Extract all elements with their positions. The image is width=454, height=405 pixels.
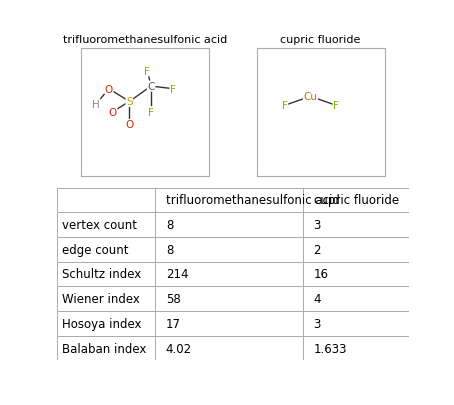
FancyBboxPatch shape — [155, 262, 303, 287]
Text: 16: 16 — [314, 268, 329, 281]
Text: 3: 3 — [314, 317, 321, 330]
FancyBboxPatch shape — [155, 237, 303, 262]
Text: 17: 17 — [166, 317, 181, 330]
Text: 3: 3 — [314, 219, 321, 232]
Text: 58: 58 — [166, 292, 181, 305]
Text: 2: 2 — [314, 243, 321, 256]
FancyBboxPatch shape — [303, 237, 409, 262]
FancyBboxPatch shape — [303, 262, 409, 287]
FancyBboxPatch shape — [155, 287, 303, 311]
Text: Hosoya index: Hosoya index — [62, 317, 142, 330]
Text: O: O — [125, 120, 133, 130]
FancyBboxPatch shape — [155, 213, 303, 237]
FancyBboxPatch shape — [57, 213, 155, 237]
Text: vertex count: vertex count — [62, 219, 137, 232]
Text: O: O — [105, 85, 113, 94]
FancyBboxPatch shape — [57, 237, 155, 262]
Text: 8: 8 — [166, 219, 173, 232]
Text: 4.02: 4.02 — [166, 342, 192, 355]
FancyBboxPatch shape — [303, 287, 409, 311]
Text: F: F — [333, 101, 339, 111]
Text: trifluoromethanesulfonic acid: trifluoromethanesulfonic acid — [166, 194, 340, 207]
Text: Balaban index: Balaban index — [62, 342, 146, 355]
Title: cupric fluoride: cupric fluoride — [281, 35, 361, 45]
FancyBboxPatch shape — [57, 262, 155, 287]
FancyBboxPatch shape — [155, 336, 303, 360]
Text: 1.633: 1.633 — [314, 342, 347, 355]
Text: F: F — [282, 101, 288, 111]
Text: Schultz index: Schultz index — [62, 268, 141, 281]
Text: Cu: Cu — [303, 92, 317, 102]
Text: cupric fluoride: cupric fluoride — [314, 194, 399, 207]
Text: 8: 8 — [166, 243, 173, 256]
Text: S: S — [126, 97, 133, 107]
FancyBboxPatch shape — [57, 287, 155, 311]
Text: 4: 4 — [314, 292, 321, 305]
FancyBboxPatch shape — [57, 311, 155, 336]
FancyBboxPatch shape — [155, 188, 303, 213]
Title: trifluoromethanesulfonic acid: trifluoromethanesulfonic acid — [63, 35, 227, 45]
Text: H: H — [92, 100, 100, 110]
Text: F: F — [144, 66, 150, 77]
Text: O: O — [109, 107, 117, 117]
FancyBboxPatch shape — [303, 311, 409, 336]
Text: F: F — [170, 85, 176, 94]
Text: F: F — [148, 107, 154, 117]
FancyBboxPatch shape — [57, 188, 155, 213]
FancyBboxPatch shape — [57, 336, 155, 360]
Text: Wiener index: Wiener index — [62, 292, 140, 305]
FancyBboxPatch shape — [303, 188, 409, 213]
FancyBboxPatch shape — [303, 336, 409, 360]
FancyBboxPatch shape — [303, 213, 409, 237]
Text: C: C — [148, 82, 155, 92]
Text: edge count: edge count — [62, 243, 128, 256]
Text: 214: 214 — [166, 268, 188, 281]
FancyBboxPatch shape — [155, 311, 303, 336]
